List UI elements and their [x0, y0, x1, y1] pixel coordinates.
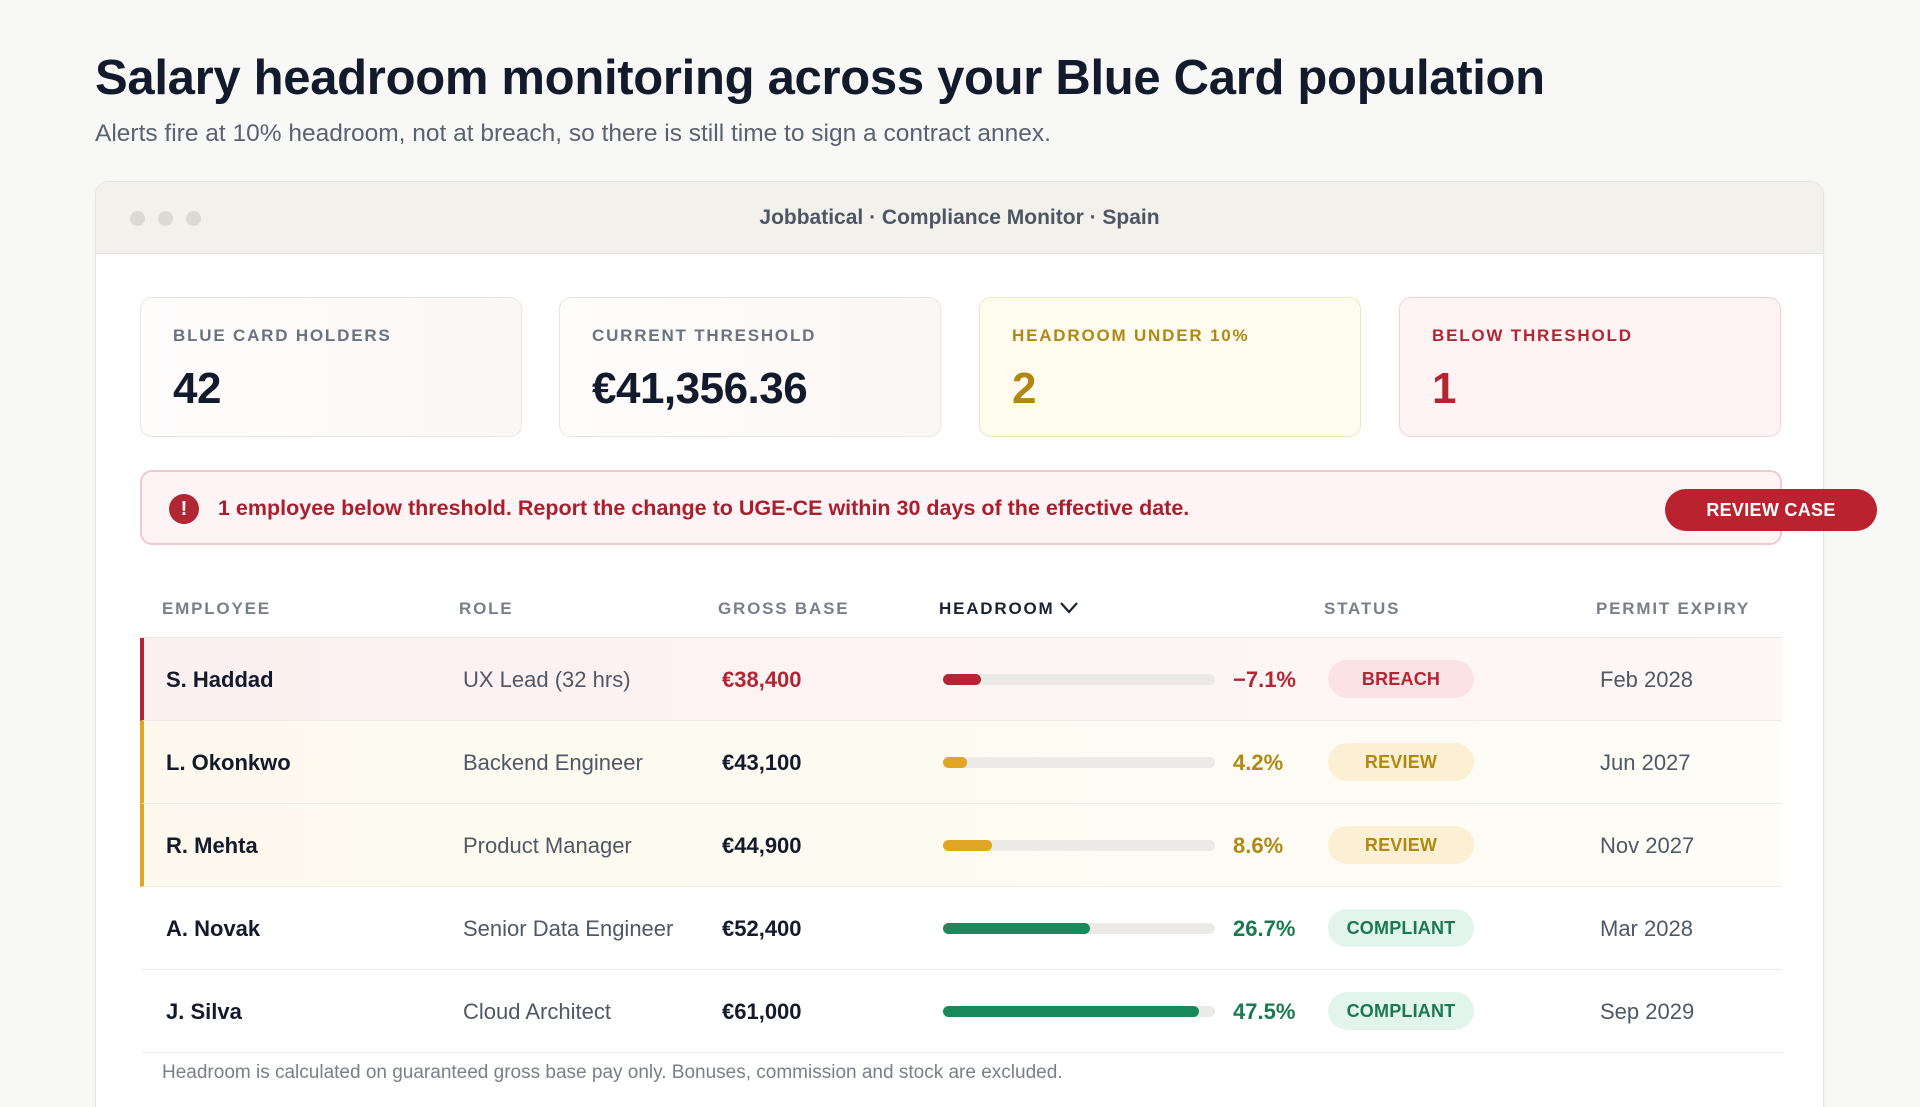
kpi-label: BELOW THRESHOLD [1432, 326, 1633, 345]
window-titlebar: Jobbatical · Compliance Monitor · Spain [96, 182, 1823, 254]
column-header-permit-expiry[interactable]: PERMIT EXPIRY [1596, 599, 1751, 618]
headroom-bar-fill [943, 674, 982, 685]
page-title: Salary headroom monitoring across your B… [95, 51, 1545, 105]
table-row[interactable]: A. Novak Senior Data Engineer €52,400 26.7%… [140, 887, 1782, 970]
permit-expiry: Mar 2028 [1600, 916, 1693, 941]
headroom-bar [943, 757, 1215, 768]
permit-expiry: Jun 2027 [1600, 750, 1691, 775]
headroom-bar [943, 674, 1215, 685]
headroom-bar-fill [943, 1006, 1199, 1017]
kpi-value: 1 [1432, 364, 1456, 413]
employee-name: A. Novak [166, 916, 261, 941]
kpi-value: €41,356.36 [592, 364, 808, 413]
headroom-percent: 47.5% [1233, 999, 1296, 1024]
headroom-bar [943, 1006, 1215, 1017]
window-maximize-dot[interactable] [186, 211, 201, 226]
table-body: S. Haddad UX Lead (32 hrs) €38,400 −7.1% BRE… [140, 638, 1782, 1053]
employee-name: R. Mehta [166, 833, 258, 858]
gross-base-pay: €43,100 [722, 750, 802, 775]
window-close-dot[interactable] [130, 211, 145, 226]
headroom-bar-fill [943, 757, 968, 768]
headroom-bar-fill [943, 923, 1090, 934]
column-header-status[interactable]: STATUS [1324, 599, 1401, 618]
gross-base-pay: €38,400 [722, 667, 802, 692]
employee-table: EMPLOYEE ROLE GROSS BASE HEADROOM STATUS… [140, 572, 1782, 1053]
kpi-label: CURRENT THRESHOLD [592, 326, 817, 345]
chevron-down-icon [1060, 601, 1079, 619]
kpi-label: BLUE CARD HOLDERS [173, 326, 392, 345]
gross-base-pay: €52,400 [722, 916, 802, 941]
kpi-cards: BLUE CARD HOLDERS 42 CURRENT THRESHOLD €… [140, 297, 1782, 437]
review-case-button[interactable]: REVIEW CASE [1665, 489, 1877, 531]
gross-base-pay: €61,000 [722, 999, 802, 1024]
alert-message: 1 employee below threshold. Report the c… [218, 496, 1190, 520]
headroom-bar [943, 923, 1215, 934]
table-row[interactable]: L. Okonkwo Backend Engineer €43,100 4.2% REV… [140, 721, 1782, 804]
column-header-headroom-label: HEADROOM [939, 599, 1055, 618]
employee-name: L. Okonkwo [166, 750, 291, 775]
headroom-percent: 26.7% [1233, 916, 1296, 941]
permit-expiry: Sep 2029 [1600, 999, 1695, 1024]
employee-role: UX Lead (32 hrs) [463, 667, 631, 692]
column-header-employee[interactable]: EMPLOYEE [162, 599, 271, 618]
column-header-gross-base[interactable]: GROSS BASE [718, 599, 850, 618]
kpi-headroom-under-10: HEADROOM UNDER 10% 2 [979, 297, 1361, 437]
employee-role: Backend Engineer [463, 750, 643, 775]
column-header-role[interactable]: ROLE [459, 599, 514, 618]
permit-expiry: Feb 2028 [1600, 667, 1693, 692]
kpi-below-threshold: BELOW THRESHOLD 1 [1399, 297, 1781, 437]
kpi-value: 42 [173, 364, 221, 413]
column-header-headroom[interactable]: HEADROOM [939, 599, 1079, 619]
headroom-bar [943, 840, 1215, 851]
kpi-label: HEADROOM UNDER 10% [1012, 326, 1250, 345]
table-row[interactable]: J. Silva Cloud Architect €61,000 47.5% COMPL… [140, 970, 1782, 1053]
headroom-percent: 4.2% [1233, 750, 1284, 775]
employee-name: S. Haddad [166, 667, 274, 692]
breach-alert-banner: ! 1 employee below threshold. Report the… [140, 470, 1782, 545]
kpi-value: 2 [1012, 364, 1036, 413]
employee-name: J. Silva [166, 999, 242, 1024]
table-row[interactable]: S. Haddad UX Lead (32 hrs) €38,400 −7.1% BRE… [140, 638, 1782, 721]
employee-role: Senior Data Engineer [463, 916, 674, 941]
status-badge: COMPLIANT [1328, 909, 1474, 947]
exclamation-icon: ! [169, 494, 199, 524]
headroom-bar-fill [943, 840, 992, 851]
gross-base-pay: €44,900 [722, 833, 802, 858]
permit-expiry: Nov 2027 [1600, 833, 1695, 858]
status-badge: REVIEW [1328, 826, 1474, 864]
status-badge: REVIEW [1328, 743, 1474, 781]
window-title: Jobbatical · Compliance Monitor · Spain [759, 206, 1160, 229]
kpi-blue-card-holders: BLUE CARD HOLDERS 42 [140, 297, 522, 437]
table-row[interactable]: R. Mehta Product Manager €44,900 8.6% REVIEW… [140, 804, 1782, 887]
table-header: EMPLOYEE ROLE GROSS BASE HEADROOM STATUS… [140, 572, 1782, 638]
kpi-current-threshold: CURRENT THRESHOLD €41,356.36 [559, 297, 941, 437]
window-minimize-dot[interactable] [158, 211, 173, 226]
status-badge: BREACH [1328, 660, 1474, 698]
headroom-percent: −7.1% [1233, 667, 1296, 692]
headroom-percent: 8.6% [1233, 833, 1284, 858]
employee-role: Cloud Architect [463, 999, 611, 1024]
status-badge: COMPLIANT [1328, 992, 1474, 1030]
app-window: Jobbatical · Compliance Monitor · Spain … [95, 181, 1824, 1107]
page-subtitle: Alerts fire at 10% headroom, not at brea… [95, 120, 1051, 147]
employee-role: Product Manager [463, 833, 632, 858]
footnote: Headroom is calculated on guaranteed gro… [162, 1062, 1063, 1083]
